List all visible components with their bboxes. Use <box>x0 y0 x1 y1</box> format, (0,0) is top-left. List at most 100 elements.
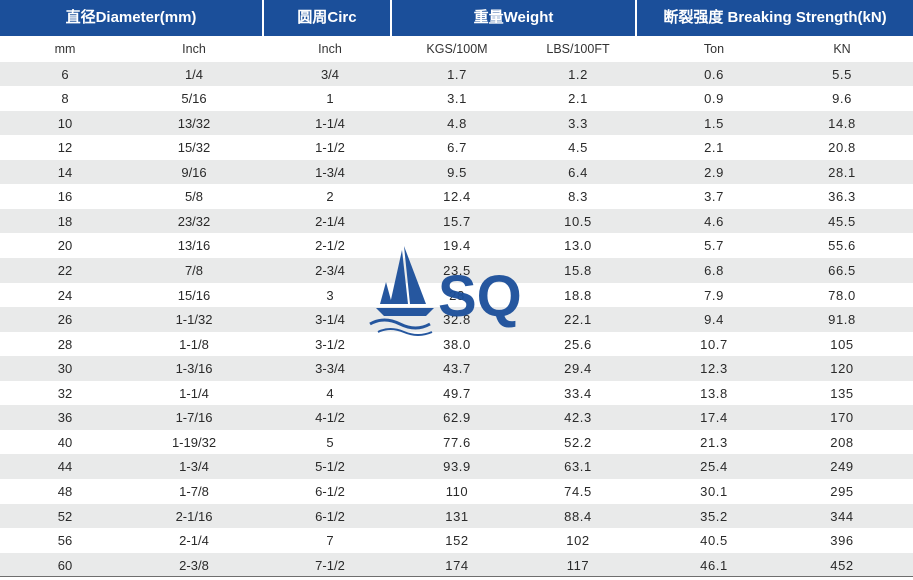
weight-lbs-cell: 25.6 <box>564 336 592 352</box>
table-row: 12 15/32 1-1/2 6.7 4.5 2.1 20.8 <box>0 135 913 160</box>
table-row: 30 1-3/16 3-3/4 43.7 29.4 12.3 120 <box>0 356 913 381</box>
table-row: 20 13/16 2-1/2 19.4 13.0 5.7 55.6 <box>0 233 913 258</box>
table-row: 14 9/16 1-3/4 9.5 6.4 2.9 28.1 <box>0 159 913 185</box>
weight-lbs-cell: 3.3 <box>568 115 588 131</box>
circ-inch-cell: 6-1/2 <box>315 484 345 500</box>
strength-kn-cell: 135 <box>830 385 854 401</box>
diameter-mm-cell: 24 <box>57 287 73 303</box>
weight-lbs-cell: 33.4 <box>564 385 592 401</box>
diameter-mm-cell: 16 <box>57 189 73 205</box>
table-row: 32 1-1/4 4 49.7 33.4 13.8 135 <box>0 381 913 406</box>
circ-inch-cell: 5 <box>326 434 334 450</box>
table-row: 52 2-1/16 6-1/2 131 88.4 35.2 344 <box>0 503 913 529</box>
weight-lbs-cell: 29.4 <box>564 361 592 377</box>
circ-inch-cell: 6-1/2 <box>315 508 345 524</box>
diameter-mm-cell: 56 <box>57 533 73 549</box>
diameter-inch-cell: 5/16 <box>181 91 207 107</box>
strength-ton-cell: 9.4 <box>704 312 724 328</box>
strength-kn-cell: 14.8 <box>828 115 856 131</box>
weight-lbs-cell: 22.1 <box>564 312 592 328</box>
strength-kn-cell: 5.5 <box>832 66 852 82</box>
weight-lbs-cell: 102 <box>566 533 590 549</box>
table-row: 22 7/8 2-3/4 23.5 15.8 6.8 66.5 <box>0 257 913 283</box>
strength-ton-cell: 46.1 <box>700 557 728 573</box>
diameter-inch-cell: 7/8 <box>184 262 204 278</box>
weight-kgs-cell: 19.4 <box>443 238 471 254</box>
strength-kn-cell: 208 <box>830 434 854 450</box>
table-row: 26 1-1/32 3-1/4 32.8 22.1 9.4 91.8 <box>0 307 913 332</box>
weight-lbs-cell: 6.4 <box>568 164 588 180</box>
weight-kgs-cell: 93.9 <box>443 459 471 475</box>
strength-ton-cell: 2.1 <box>704 140 724 156</box>
diameter-inch-cell: 1/4 <box>184 66 204 82</box>
diameter-mm-cell: 12 <box>57 140 73 156</box>
strength-kn-cell: 45.5 <box>828 213 856 229</box>
weight-kgs-cell: 62.9 <box>443 410 471 426</box>
header-divider <box>390 0 392 36</box>
weight-lbs-cell: 15.8 <box>564 262 592 278</box>
diameter-inch-cell: 1-3/4 <box>179 459 209 475</box>
logo-text: SQ <box>438 264 522 329</box>
weight-lbs-cell: 1.2 <box>568 66 588 82</box>
strength-ton-cell: 1.5 <box>704 115 724 131</box>
strength-header: 断裂强度 Breaking Strength(kN) <box>663 9 887 26</box>
strength-ton-cell: 5.7 <box>704 238 724 254</box>
weight-lbs-cell: 88.4 <box>564 508 592 524</box>
circ-inch-cell: 3/4 <box>320 66 340 82</box>
weight-lbs-cell: 63.1 <box>564 459 592 475</box>
diameter-mm-cell: 26 <box>57 312 73 328</box>
unit-inch: Inch <box>182 42 206 56</box>
weight-lbs-cell: 2.1 <box>568 91 588 107</box>
diameter-mm-cell: 36 <box>57 410 73 426</box>
wave-icon <box>377 328 433 336</box>
table-row: 28 1-1/8 3-1/2 38.0 25.6 10.7 105 <box>0 332 913 357</box>
weight-kgs-cell: 152 <box>445 533 469 549</box>
circ-inch-cell: 1-1/4 <box>315 115 345 131</box>
weight-kgs-cell: 3.1 <box>447 91 467 107</box>
diameter-mm-cell: 32 <box>57 385 73 401</box>
circ-inch-cell: 7 <box>326 533 334 549</box>
sail-main-icon <box>390 250 408 304</box>
table-row: 8 5/16 1 3.1 2.1 0.9 9.6 <box>0 86 913 111</box>
diameter-mm-cell: 28 <box>57 336 73 352</box>
circ-inch-cell: 1-3/4 <box>315 164 345 180</box>
weight-kgs-cell: 23.5 <box>443 262 471 278</box>
circ-inch-cell: 3-3/4 <box>315 361 345 377</box>
circ-inch-cell: 3-1/2 <box>315 336 345 352</box>
diameter-inch-cell: 1-7/8 <box>179 484 209 500</box>
strength-kn-cell: 66.5 <box>828 262 856 278</box>
unit-kgs: KGS/100M <box>426 42 488 56</box>
diameter-mm-cell: 18 <box>57 213 73 229</box>
unit-mm: mm <box>54 42 76 56</box>
unit-kn: KN <box>833 42 851 56</box>
unit-circ-inch: Inch <box>318 42 342 56</box>
circ-inch-cell: 2-1/4 <box>315 213 345 229</box>
strength-ton-cell: 2.9 <box>704 164 724 180</box>
table-row: 48 1-7/8 6-1/2 110 74.5 30.1 295 <box>0 479 913 504</box>
diameter-mm-cell: 14 <box>57 164 73 180</box>
strength-ton-cell: 0.9 <box>704 91 724 107</box>
weight-kgs-cell: 1.7 <box>447 66 467 82</box>
weight-lbs-cell: 8.3 <box>568 189 588 205</box>
circ-inch-cell: 2 <box>326 189 334 205</box>
weight-lbs-cell: 13.0 <box>564 238 592 254</box>
weight-kgs-cell: 110 <box>445 484 469 500</box>
diameter-mm-cell: 6 <box>61 66 69 82</box>
table-row: 18 23/32 2-1/4 15.7 10.5 4.6 45.5 <box>0 208 913 234</box>
sail-front-icon <box>404 246 426 304</box>
circ-inch-cell: 4 <box>326 385 334 401</box>
weight-lbs-cell: 4.5 <box>568 140 588 156</box>
circ-inch-cell: 1-1/2 <box>315 140 345 156</box>
circ-inch-cell: 7-1/2 <box>315 557 345 573</box>
wave-icon <box>369 318 431 330</box>
weight-kgs-cell: 9.5 <box>447 164 467 180</box>
strength-kn-cell: 170 <box>830 410 854 426</box>
weight-lbs-cell: 74.5 <box>564 484 592 500</box>
circ-inch-cell: 4-1/2 <box>315 410 345 426</box>
weight-kgs-cell: 49.7 <box>443 385 471 401</box>
weight-kgs-cell: 38.0 <box>443 336 471 352</box>
strength-ton-cell: 12.3 <box>700 361 728 377</box>
diameter-mm-cell: 30 <box>57 361 73 377</box>
diameter-inch-cell: 2-1/4 <box>179 533 209 549</box>
table-bottom-border <box>0 576 913 577</box>
